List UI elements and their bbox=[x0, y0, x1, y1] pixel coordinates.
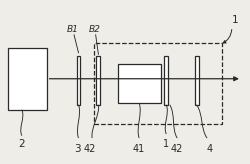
Bar bbox=[96, 56, 100, 105]
Bar bbox=[76, 56, 80, 105]
Text: 1: 1 bbox=[163, 139, 169, 149]
Bar bbox=[118, 64, 161, 103]
Bar bbox=[8, 48, 47, 110]
Text: 41: 41 bbox=[132, 144, 145, 154]
Text: 42: 42 bbox=[171, 144, 183, 154]
Bar bbox=[164, 56, 168, 105]
Text: 42: 42 bbox=[84, 144, 96, 154]
Text: 4: 4 bbox=[206, 144, 212, 154]
Bar bbox=[194, 56, 198, 105]
Bar bbox=[94, 43, 222, 124]
Text: 1: 1 bbox=[232, 15, 238, 25]
Text: 3: 3 bbox=[74, 144, 81, 154]
Text: 2: 2 bbox=[18, 139, 25, 149]
Text: B1: B1 bbox=[67, 25, 79, 34]
Text: B2: B2 bbox=[89, 25, 101, 34]
